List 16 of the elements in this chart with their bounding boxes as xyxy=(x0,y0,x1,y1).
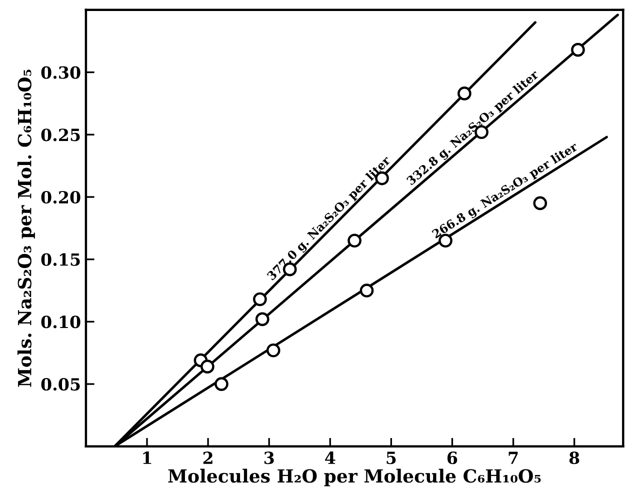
y-tick-label: 0.05 xyxy=(41,378,80,391)
y-axis-title: Mols. Na₂S₂O₃ per Mol. C₆H₁₀O₅ xyxy=(17,70,35,387)
y-tick-label: 0.25 xyxy=(41,128,80,142)
x-tick-label: 5 xyxy=(386,452,396,464)
y-tick-label: 0.10 xyxy=(41,316,80,328)
x-tick-label: 1 xyxy=(143,452,152,464)
x-tick-label: 4 xyxy=(325,452,336,464)
x-tick-label: 8 xyxy=(569,452,580,464)
x-tick-label: 3 xyxy=(264,452,274,464)
y-tick-label: 0.15 xyxy=(41,253,80,266)
x-tick-label: 2 xyxy=(203,452,212,464)
y-tick-label: 0.30 xyxy=(41,66,80,79)
x-axis-title: Molecules H₂O per Molecule C₆H₁₀O₅ xyxy=(168,468,541,486)
x-tick-label: 7 xyxy=(508,452,518,464)
x-tick-label: 6 xyxy=(447,452,458,464)
y-tick-label: 0.20 xyxy=(41,190,80,204)
